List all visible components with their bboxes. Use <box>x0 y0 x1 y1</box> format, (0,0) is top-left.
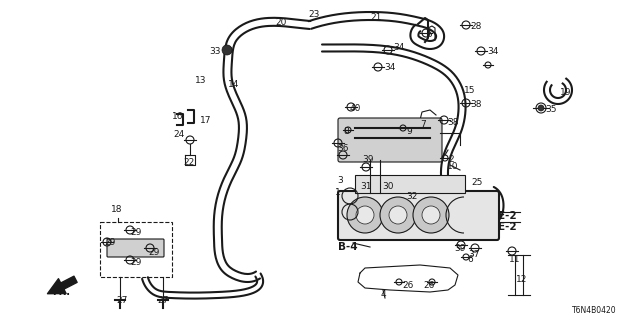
Text: 7: 7 <box>420 120 426 129</box>
Text: 1: 1 <box>335 188 340 197</box>
FancyBboxPatch shape <box>107 239 164 257</box>
Text: B-4: B-4 <box>338 242 358 252</box>
Circle shape <box>422 206 440 224</box>
Text: 31: 31 <box>360 182 371 191</box>
Text: 14: 14 <box>228 80 239 89</box>
Bar <box>355 175 465 193</box>
Text: 5: 5 <box>426 30 432 39</box>
Text: 15: 15 <box>464 86 476 95</box>
Text: 27: 27 <box>157 296 168 305</box>
Text: E-2: E-2 <box>498 222 516 232</box>
Text: 34: 34 <box>487 47 499 56</box>
Circle shape <box>222 45 232 55</box>
Text: 16: 16 <box>172 112 184 121</box>
Text: 39: 39 <box>454 244 465 253</box>
Text: 13: 13 <box>195 76 207 85</box>
Text: 29: 29 <box>130 258 141 267</box>
Text: 30: 30 <box>382 182 394 191</box>
Text: 36: 36 <box>337 144 349 153</box>
Text: FR.: FR. <box>52 287 70 297</box>
Text: 32: 32 <box>406 192 417 201</box>
Circle shape <box>224 46 232 54</box>
Text: 18: 18 <box>111 205 122 214</box>
Text: 23: 23 <box>308 10 319 19</box>
Text: 4: 4 <box>381 290 387 299</box>
FancyBboxPatch shape <box>338 118 442 162</box>
Text: 6: 6 <box>467 255 473 264</box>
Text: E-2: E-2 <box>498 211 516 221</box>
Text: T6N4B0420: T6N4B0420 <box>572 306 616 315</box>
Text: 39: 39 <box>362 155 374 164</box>
Text: 25: 25 <box>471 178 483 187</box>
Circle shape <box>538 105 544 111</box>
Circle shape <box>380 197 416 233</box>
Text: 9: 9 <box>406 127 412 136</box>
Text: 37: 37 <box>468 250 479 259</box>
Text: 8: 8 <box>343 127 349 136</box>
Text: 38: 38 <box>470 100 481 109</box>
Text: 3: 3 <box>337 176 343 185</box>
Text: 26: 26 <box>423 281 435 290</box>
Text: 34: 34 <box>393 43 404 52</box>
Circle shape <box>356 206 374 224</box>
Text: 2: 2 <box>448 155 454 164</box>
Circle shape <box>347 197 383 233</box>
Bar <box>100 222 172 277</box>
Text: 24: 24 <box>173 130 184 139</box>
Text: 11: 11 <box>509 255 520 264</box>
Text: 12: 12 <box>516 275 527 284</box>
Text: 34: 34 <box>384 63 396 72</box>
Text: 17: 17 <box>200 116 211 125</box>
Text: 21: 21 <box>370 13 381 22</box>
Text: 28: 28 <box>470 22 481 31</box>
Text: 40: 40 <box>350 104 362 113</box>
FancyBboxPatch shape <box>338 191 499 240</box>
Text: 33: 33 <box>209 47 221 56</box>
Text: 27: 27 <box>116 296 127 305</box>
Text: 10: 10 <box>447 162 458 171</box>
Text: 35: 35 <box>545 105 557 114</box>
Text: 38: 38 <box>447 118 458 127</box>
Text: 22: 22 <box>183 158 195 167</box>
Text: 26: 26 <box>402 281 413 290</box>
Text: 20: 20 <box>275 18 286 27</box>
Text: 29: 29 <box>130 228 141 237</box>
Circle shape <box>413 197 449 233</box>
Circle shape <box>389 206 407 224</box>
Text: 29: 29 <box>104 238 115 247</box>
FancyArrowPatch shape <box>47 276 77 294</box>
Text: 29: 29 <box>148 248 159 257</box>
Text: 19: 19 <box>560 88 572 97</box>
